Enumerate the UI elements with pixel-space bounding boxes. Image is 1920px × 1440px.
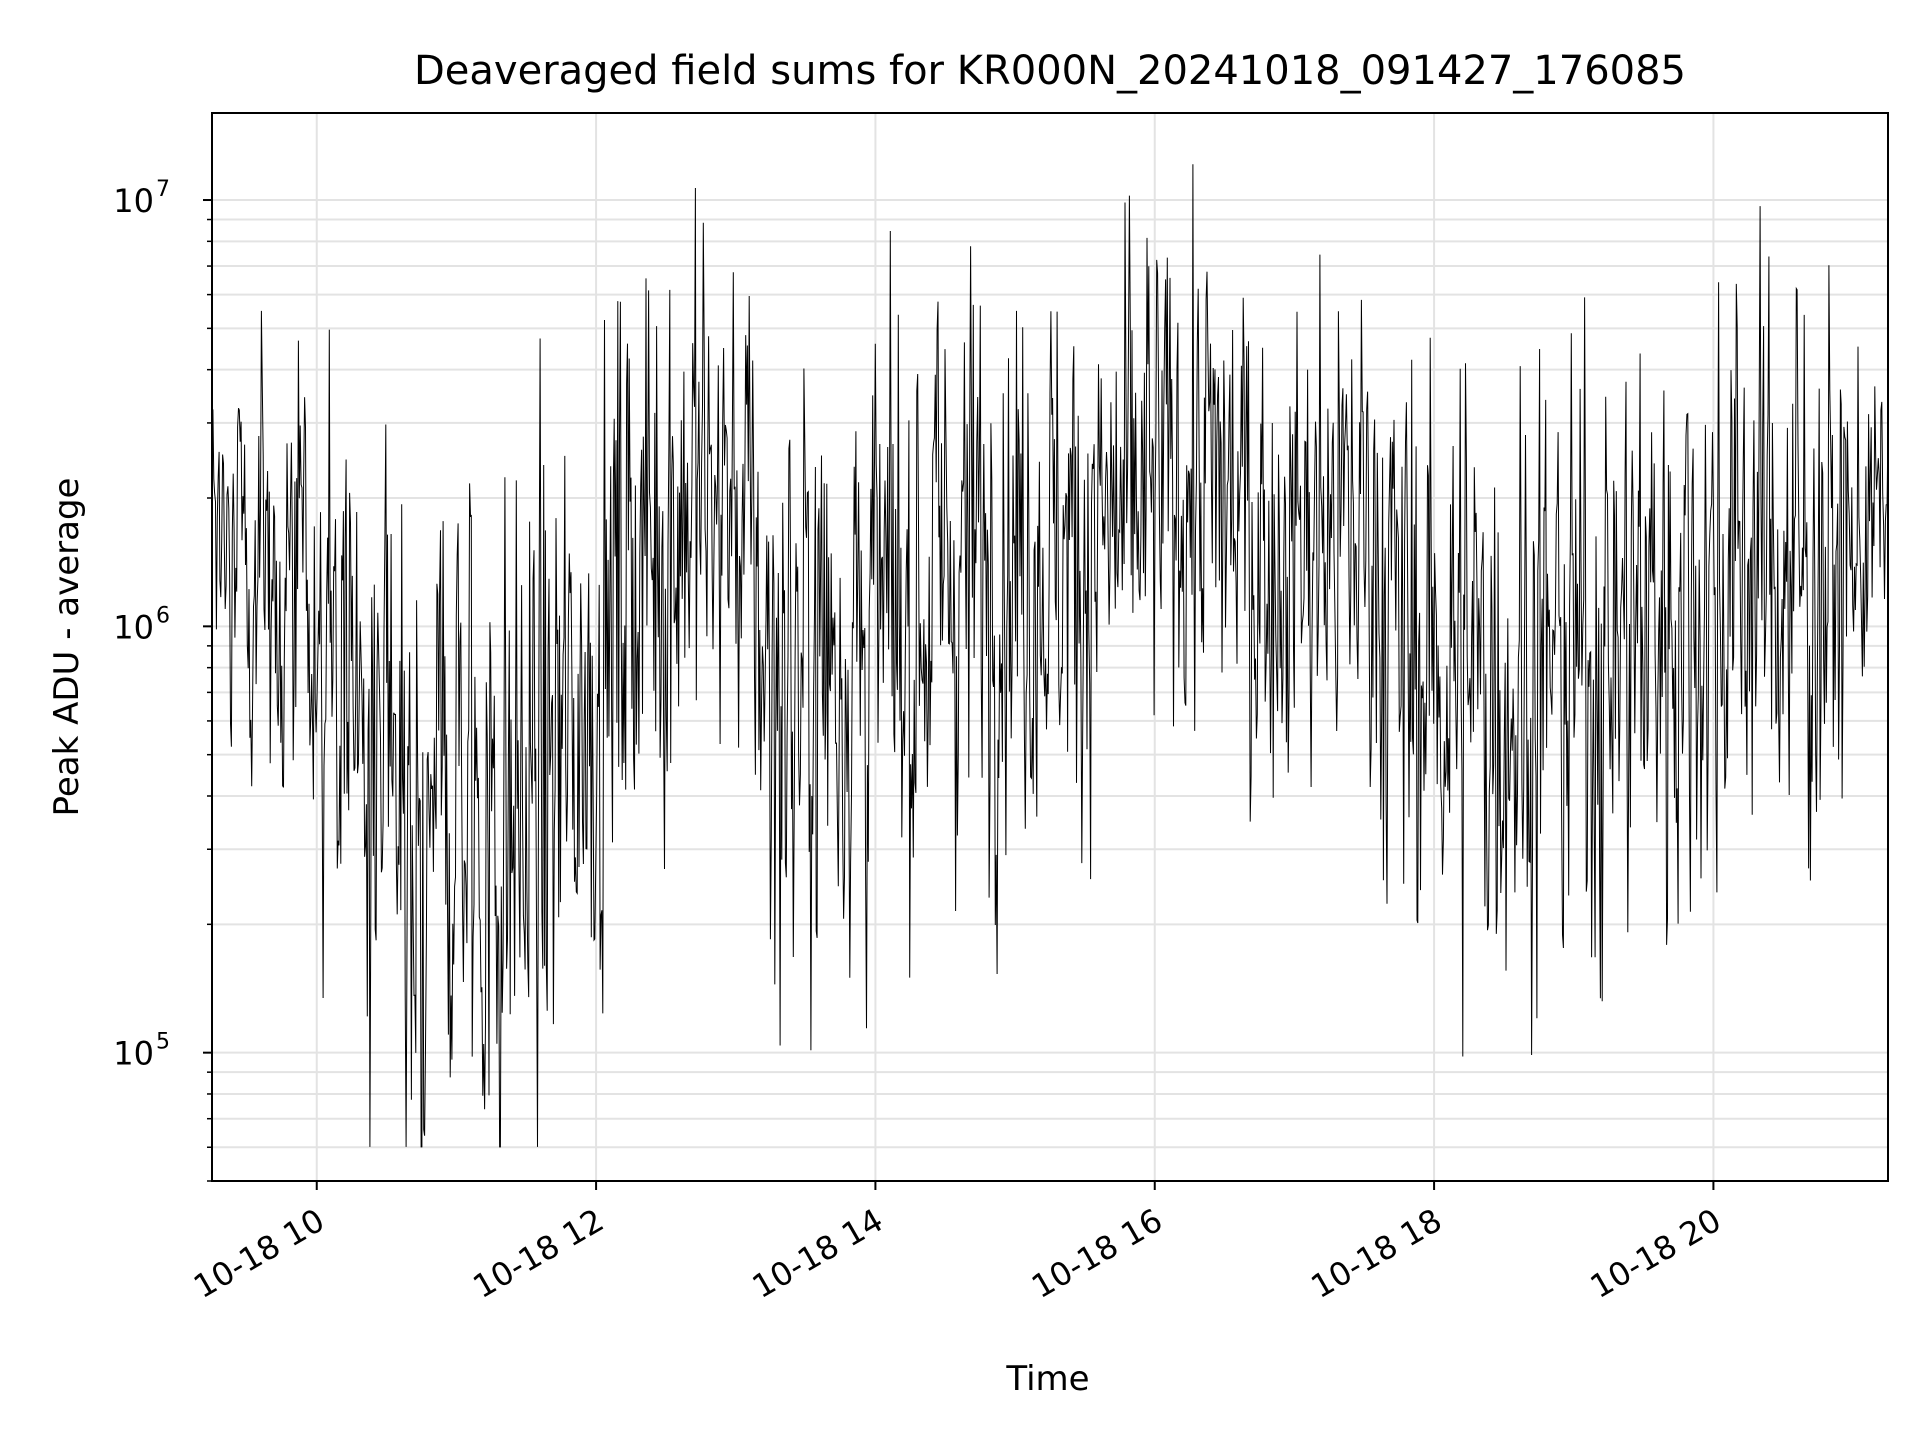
series-line [212, 164, 1888, 1148]
y-tick-label-exponent: 5 [156, 1030, 170, 1055]
plot-area [212, 164, 1888, 1148]
chart-title: Deaveraged field sums for KR000N_2024101… [414, 48, 1686, 94]
y-tick-label: 10 [113, 608, 154, 646]
ticks [203, 199, 1715, 1190]
y-tick-label: 10 [113, 182, 154, 220]
y-axis-label: Peak ADU - average [47, 478, 87, 817]
x-axis-label: Time [1005, 1359, 1089, 1399]
y-tick-label-exponent: 6 [156, 603, 170, 628]
plot-frame [211, 112, 1889, 1182]
y-tick-label: 10 [113, 1035, 154, 1073]
y-tick-label-exponent: 7 [156, 177, 170, 202]
